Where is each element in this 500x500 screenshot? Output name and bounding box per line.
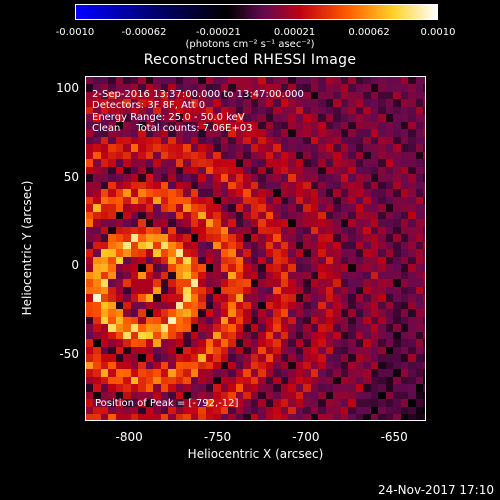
annotation-algorithm: Clean Total counts: 7.06E+03 [92, 123, 253, 134]
colorbar-tick-label: -0.00062 [121, 27, 167, 38]
colorbar-tick-label: -0.0010 [55, 27, 95, 38]
x-tick-label: -700 [292, 430, 320, 444]
y-tick-label: 0 [71, 258, 79, 273]
x-tick-label: -750 [203, 430, 232, 444]
x-tick-label: -800 [115, 430, 143, 444]
y-tick-label: 100 [56, 81, 79, 96]
y-tick-label: 50 [63, 169, 79, 184]
annotation-time-range: 2-Sep-2016 13:37:00.000 to 13:47:00.000 [92, 89, 304, 100]
annotation-detectors: Detectors: 3F 8F, Att 0 [92, 100, 206, 111]
y-axis-label: Heliocentric Y (arcsec) [20, 180, 34, 316]
annotation-energy-range: Energy Range: 25.0 - 50.0 keV [92, 112, 245, 123]
chart-title: Reconstructed RHESSI Image [143, 52, 357, 68]
colorbar-units: (photons cm⁻² s⁻¹ asec⁻²) [185, 39, 315, 50]
x-tick-label: -650 [380, 430, 408, 444]
plot-area [85, 76, 426, 421]
colorbar [75, 4, 438, 20]
colorbar-tick-label: -0.00021 [195, 27, 241, 38]
timestamp: 24-Nov-2017 17:10 [378, 483, 494, 497]
y-tick-label: -50 [59, 346, 79, 361]
colorbar-tick-label: 0.0010 [420, 27, 456, 38]
peak-position-label: Position of Peak = [-792,-12] [95, 398, 239, 409]
colorbar-tick-label: 0.00062 [348, 27, 390, 38]
heatmap-image [86, 77, 425, 420]
x-axis-label: Heliocentric X (arcsec) [187, 447, 324, 461]
colorbar-tick-label: 0.00021 [273, 27, 316, 38]
